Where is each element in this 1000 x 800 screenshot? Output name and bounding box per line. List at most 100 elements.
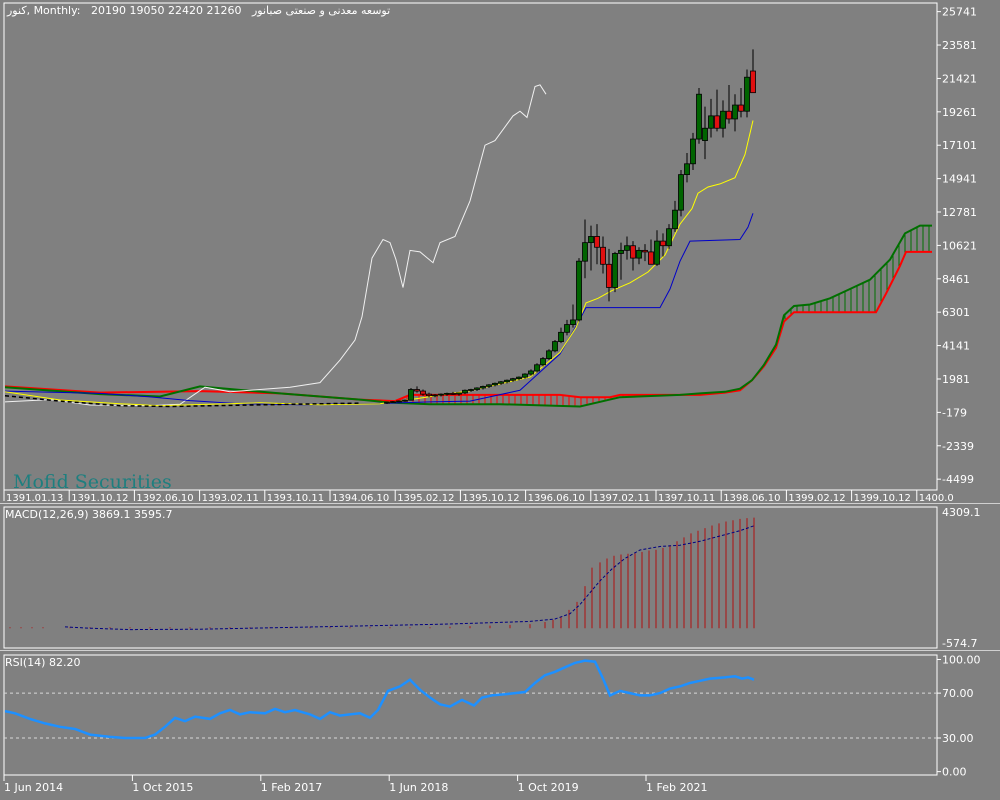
y-tick-label: 8461	[942, 273, 970, 286]
watermark-text: Mofid Securities	[13, 471, 172, 493]
candle-body	[390, 401, 396, 403]
candle-body	[558, 331, 564, 342]
x-tick-label: 1395.02.12	[397, 493, 454, 504]
rsi-line	[4, 659, 755, 740]
senkou-span-b-line	[4, 250, 932, 403]
candle-body	[510, 378, 516, 381]
candle-body	[444, 392, 450, 395]
candle-body	[408, 389, 414, 401]
date-tick-label: 1 Jun 2018	[389, 781, 448, 794]
candle-body	[570, 319, 576, 325]
date-tick-label: 1 Oct 2019	[518, 781, 579, 794]
x-tick-label: 1393.02.11	[202, 493, 259, 504]
rsi-panel-frame	[3, 654, 938, 776]
macd-y-tick-label: 4309.1	[942, 506, 981, 519]
date-tick-label: 1 Oct 2015	[132, 781, 193, 794]
candle-body	[738, 104, 744, 112]
x-tick-label: 1394.06.10	[332, 493, 389, 504]
candle-body	[528, 370, 534, 375]
candle-body	[498, 381, 504, 384]
x-tick-label: 1392.06.10	[136, 493, 193, 504]
kijun-sen-line	[4, 213, 754, 406]
candle-body	[426, 393, 432, 397]
candle-body	[624, 245, 630, 251]
company-name: توسعه معدنی و صنعتی صبانور	[251, 4, 391, 17]
x-tick-label: 1397.02.11	[593, 493, 650, 504]
x-tick-label: 1395.10.12	[462, 493, 519, 504]
candle-body	[522, 373, 528, 378]
x-tick-label: 1398.06.10	[723, 493, 780, 504]
tenkan-sen-line	[4, 120, 754, 407]
y-tick-label: 10621	[942, 239, 977, 252]
candle-body	[414, 389, 420, 392]
y-tick-label: 21421	[942, 72, 977, 85]
candle-body	[696, 93, 702, 140]
x-tick-label: 1400.0	[919, 493, 954, 504]
timeframe-text: Monthly:	[33, 4, 81, 17]
y-tick-label: 25741	[942, 6, 977, 19]
x-tick-label: 1393.10.11	[267, 493, 324, 504]
candle-body	[420, 390, 426, 395]
candle-body	[708, 115, 714, 129]
candle-body	[516, 376, 522, 380]
x-tick-label: 1397.10.11	[658, 493, 715, 504]
date-tick-label: 1 Feb 2021	[646, 781, 707, 794]
candle-body	[654, 240, 660, 265]
rsi-y-tick-label: 30.00	[942, 732, 974, 745]
x-tick-label: 1391.10.12	[71, 493, 128, 504]
candle-body	[432, 394, 438, 397]
candle-body	[744, 76, 750, 112]
candle-body	[684, 163, 690, 176]
candle-body	[750, 70, 756, 94]
candle-body	[468, 389, 474, 391]
candle-body	[726, 110, 732, 120]
x-tick-label: 1399.10.12	[854, 493, 911, 504]
candle-body	[552, 341, 558, 352]
y-tick-label: -4499	[942, 473, 974, 486]
timeframe-label: ,	[26, 4, 34, 17]
candle-body	[672, 209, 678, 230]
candle-body	[720, 110, 726, 129]
candle-body	[540, 358, 546, 366]
chart-header: كنور, Monthly: 20190 19050 22420 21260 ت…	[7, 4, 390, 17]
candle-body	[474, 387, 480, 390]
candle-body	[456, 392, 462, 395]
senkou-span-a-line	[4, 224, 932, 408]
candle-body	[504, 379, 510, 383]
candle-body	[612, 253, 618, 288]
candle-body	[486, 384, 492, 387]
candle-body	[714, 115, 720, 129]
ohlc-values: 20190 19050 22420 21260	[91, 4, 242, 17]
candle-body	[600, 246, 606, 265]
candle-body	[396, 400, 402, 403]
candle-body	[480, 386, 486, 389]
candle-body	[660, 240, 666, 247]
y-tick-label: 23581	[942, 39, 977, 52]
y-tick-label: -179	[942, 406, 967, 419]
symbol-label: كنور	[7, 4, 27, 17]
macd-panel-frame	[3, 506, 938, 649]
candle-body	[666, 228, 672, 247]
y-tick-label: 1981	[942, 373, 970, 386]
dashed-base-line	[4, 394, 361, 408]
rsi-y-tick-label: 0.00	[942, 766, 967, 779]
candle-body	[546, 350, 552, 359]
candle-body	[630, 245, 636, 259]
candle-body	[636, 249, 642, 259]
macd-signal-line	[64, 524, 756, 631]
main-panel-frame	[3, 2, 938, 491]
x-tick-label: 1396.06.10	[528, 493, 585, 504]
rsi-y-tick-label: 100.00	[942, 653, 981, 666]
candle-body	[462, 389, 468, 394]
candle-body	[642, 249, 648, 253]
candle-body	[402, 399, 408, 402]
candle-body	[618, 249, 624, 254]
y-tick-label: 14941	[942, 173, 977, 186]
date-tick-label: 1 Feb 2017	[261, 781, 322, 794]
candle-body	[594, 236, 600, 248]
candle-body	[450, 392, 456, 395]
y-tick-label: 19261	[942, 106, 977, 119]
x-tick-label: 1399.02.12	[788, 493, 845, 504]
x-tick-label: 1391.01.13	[6, 493, 63, 504]
